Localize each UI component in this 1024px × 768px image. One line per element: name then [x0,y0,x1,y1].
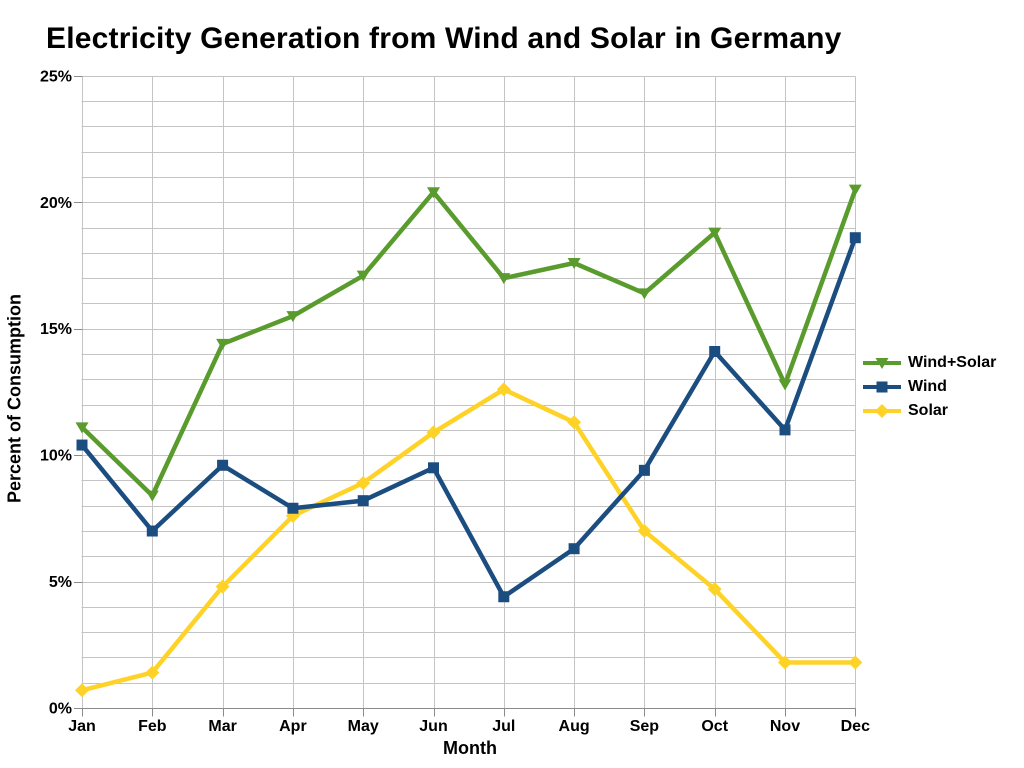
svg-text:Apr: Apr [279,718,307,735]
legend-label-solar: Solar [908,402,949,419]
solar-legend-marker-icon [863,404,901,418]
wind-legend-marker-icon [863,381,901,393]
svg-text:10%: 10% [40,448,72,465]
svg-text:Aug: Aug [559,718,590,735]
series-solar [75,382,863,698]
svg-text:20%: 20% [40,195,72,212]
svg-text:Oct: Oct [701,718,728,735]
legend: Wind+Solar Wind Solar [862,351,996,423]
legend-item-wind: Wind [862,375,996,399]
svg-text:Dec: Dec [841,718,870,735]
gridlines [81,76,856,709]
wind-solar-legend-marker-icon [863,358,901,369]
legend-item-wind-solar: Wind+Solar [862,351,996,375]
svg-text:15%: 15% [40,321,72,338]
svg-text:Feb: Feb [138,718,167,735]
svg-text:5%: 5% [49,574,72,591]
y-tick-labels: 0% 5% 10% 15% 20% 25% [40,68,72,717]
svg-text:Sep: Sep [630,718,660,735]
svg-text:Nov: Nov [770,718,800,735]
svg-text:Jan: Jan [68,718,96,735]
legend-label-wind: Wind [908,378,947,395]
legend-item-solar: Solar [862,399,996,423]
chart-title: Electricity Generation from Wind and Sol… [46,22,842,55]
svg-text:Jul: Jul [492,718,515,735]
series-wind [76,232,861,603]
x-axis-title: Month [443,738,497,758]
svg-text:Jun: Jun [419,718,447,735]
series-wind-solar [75,184,862,502]
legend-label-wind-solar: Wind+Solar [908,354,997,371]
axes [74,76,856,717]
svg-text:Mar: Mar [208,718,236,735]
svg-text:25%: 25% [40,68,72,85]
svg-text:May: May [348,718,379,735]
x-tick-labels: Jan Feb Mar Apr May Jun Jul Aug Sep Oct Nov Dec [68,718,870,735]
svg-text:0%: 0% [49,701,72,718]
